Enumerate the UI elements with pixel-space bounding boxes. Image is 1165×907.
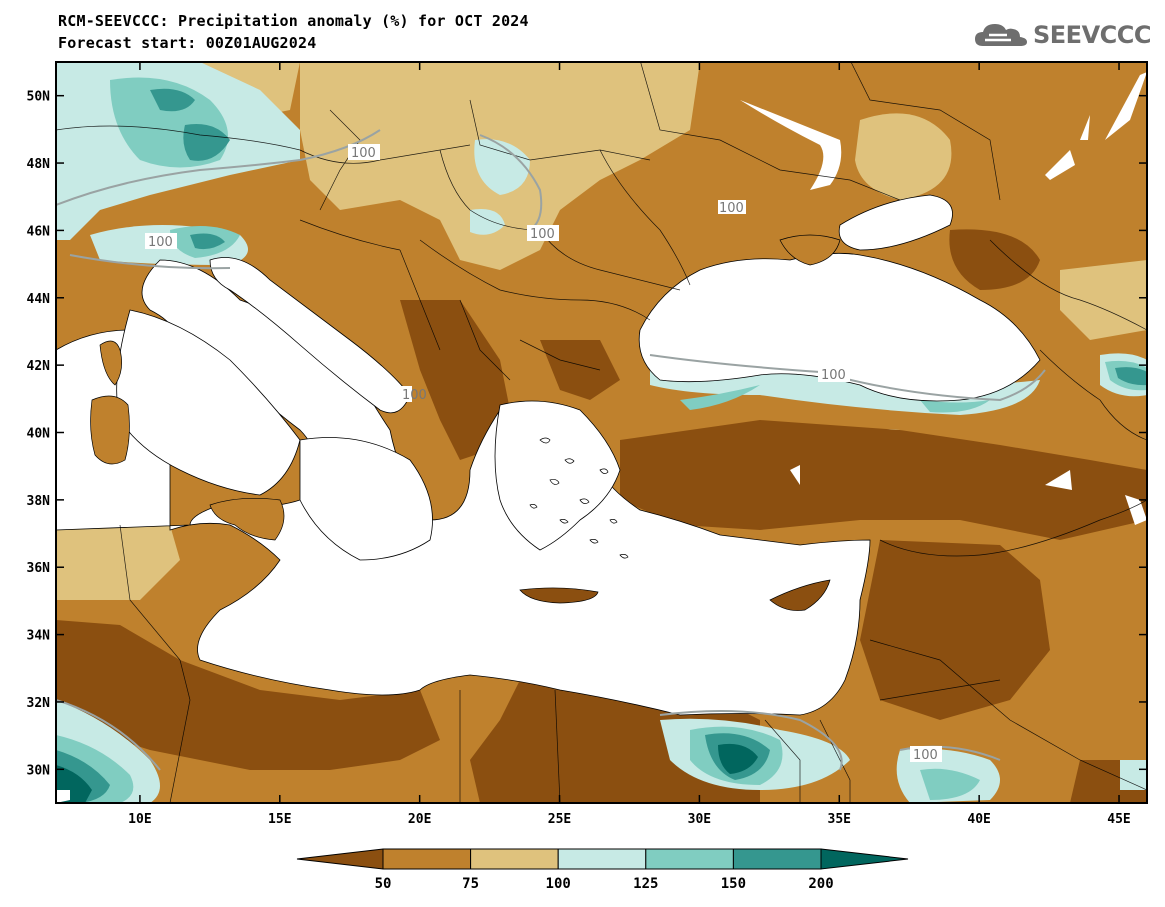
- colorbar-label: 100: [546, 876, 571, 892]
- latitude-label: 42N: [27, 359, 51, 374]
- latitude-label: 32N: [27, 696, 51, 711]
- colorbar-label: 125: [633, 876, 658, 892]
- latitude-label: 36N: [27, 561, 51, 576]
- seevccc-logo: SEEVCCC: [973, 20, 1152, 50]
- contour-label: 100: [821, 368, 846, 383]
- colorbar-bin: [382, 848, 472, 870]
- longitude-label: 25E: [548, 812, 571, 827]
- latitude-label: 30N: [27, 763, 51, 778]
- contour-label: 100: [148, 235, 173, 250]
- longitude-axis: 10E 15E 20E 25E 30E 35E 40E 45E: [128, 62, 1131, 827]
- contour-label: 100: [913, 748, 938, 763]
- colorbar-label: 200: [808, 876, 833, 892]
- map-title: RCM-SEEVCCC: Precipitation anomaly (%) f…: [58, 12, 529, 30]
- crimea: [779, 234, 841, 266]
- forecast-start: Forecast start: 00Z01AUG2024: [58, 34, 317, 52]
- colorbar-label: 150: [721, 876, 746, 892]
- colorbar-label: 75: [462, 876, 479, 892]
- colorbar: 50 75 100 125 150 200: [296, 848, 909, 892]
- islands: [90, 234, 841, 611]
- colorbar-bin: [557, 848, 647, 870]
- country-borders: [56, 62, 1147, 803]
- latitude-label: 40N: [27, 427, 51, 442]
- longitude-label: 20E: [408, 812, 431, 827]
- crete: [519, 587, 599, 604]
- colorbar-min-triangle: [296, 848, 384, 870]
- contour-label: 100: [530, 227, 555, 242]
- longitude-label: 30E: [688, 812, 711, 827]
- aegean-islands: [529, 437, 629, 559]
- ionian-sea: [299, 437, 433, 561]
- contour-label: 100: [402, 388, 427, 403]
- latitude-label: 50N: [27, 90, 51, 105]
- longitude-label: 10E: [128, 812, 151, 827]
- contour-labels: 100 100 100 100 100 100 100: [145, 144, 942, 763]
- sea-of-azov: [838, 194, 953, 251]
- colorbar-bin: [470, 848, 559, 870]
- contour-label: 100: [351, 146, 376, 161]
- cloud-icon: [975, 24, 1027, 46]
- colorbar-max-triangle: [820, 848, 909, 870]
- colorbar-label: 50: [375, 876, 392, 892]
- aegean-sea: [494, 400, 621, 551]
- corsica: [99, 340, 122, 386]
- inland-water: [56, 72, 1147, 803]
- logo-text: SEEVCCC: [1033, 21, 1152, 49]
- latitude-label: 46N: [27, 224, 51, 239]
- black-sea: [638, 252, 1041, 402]
- cyprus: [769, 579, 831, 611]
- latitude-label: 48N: [27, 157, 51, 172]
- sardinia: [90, 395, 130, 465]
- contour-100-lines: [56, 129, 1046, 771]
- longitude-label: 45E: [1107, 812, 1130, 827]
- longitude-label: 35E: [828, 812, 851, 827]
- longitude-label: 40E: [967, 812, 990, 827]
- latitude-axis: 50N 48N 46N 44N 42N 40N 38N 36N 34N 32N 30N: [27, 90, 1147, 778]
- longitude-label: 15E: [268, 812, 291, 827]
- latitude-label: 38N: [27, 494, 51, 509]
- adriatic-sea: [209, 257, 411, 414]
- colorbar-bin: [732, 848, 822, 870]
- colorbar-bin: [645, 848, 734, 870]
- sea-areas: [56, 194, 1041, 716]
- sicily: [209, 497, 285, 541]
- latitude-label: 44N: [27, 292, 51, 307]
- latitude-label: 34N: [27, 629, 51, 644]
- contour-label: 100: [719, 201, 744, 216]
